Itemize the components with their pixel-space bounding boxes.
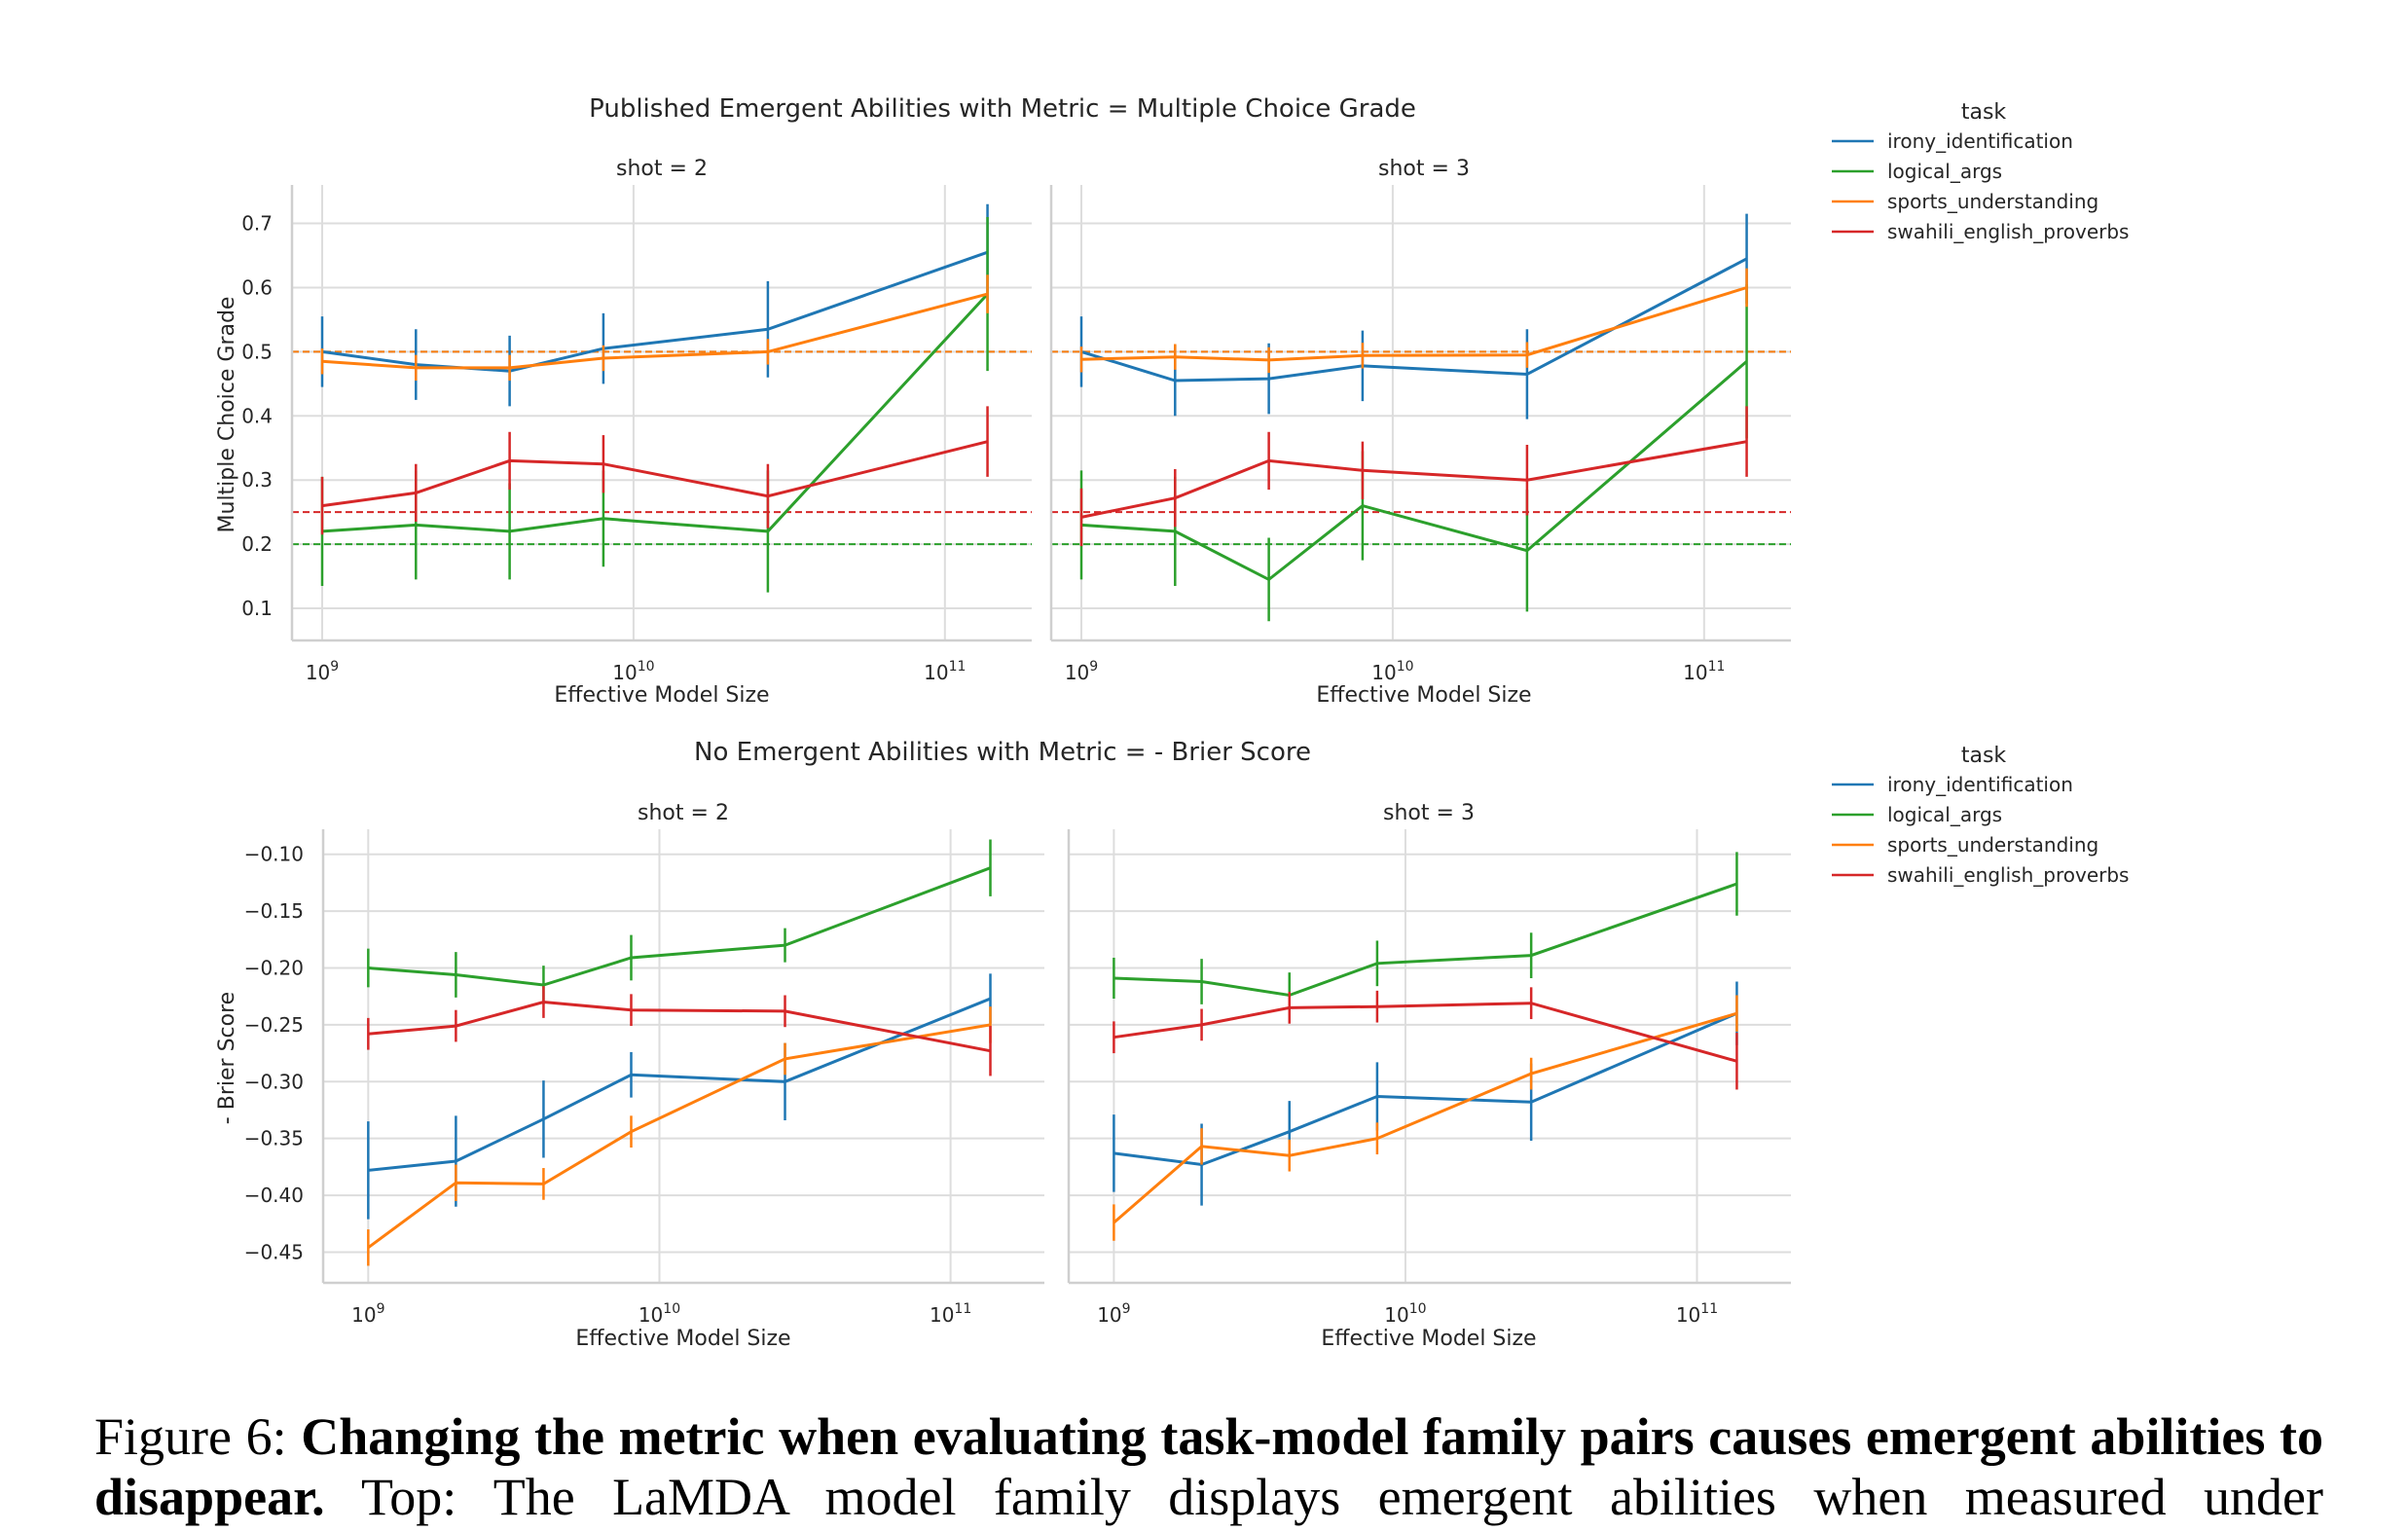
- top-panel1-line-swahili: [321, 440, 988, 508]
- bottom-panel1-xtick-label: 1010: [638, 1301, 680, 1327]
- bottom-panel2-plot: 109 1010 1011: [1067, 829, 1791, 1327]
- figure-caption: Figure 6: Changing the metric when evalu…: [94, 1406, 2323, 1527]
- bottom-panel1-line-logical: [368, 866, 992, 987]
- bottom-panel-shot2-xlabel: Effective Model Size: [575, 1327, 790, 1351]
- bottom-panel1-ytick-label: −0.25: [244, 1013, 304, 1037]
- bottom-panel-shot3-xlabel: Effective Model Size: [1321, 1327, 1536, 1351]
- top-panel1-xtick-label: 109: [306, 659, 339, 684]
- top-panel1-line-logical: [321, 293, 989, 533]
- bottom-panel1-xtick-exponent: 9: [377, 1301, 385, 1317]
- top-legend-label-logical: logical_args: [1887, 160, 2002, 183]
- top-panel-shot3-xlabel: Effective Model Size: [1316, 683, 1531, 708]
- top-chart-title: Published Emergent Abilities with Metric…: [589, 94, 1416, 124]
- bottom-chart-title: No Emergent Abilities with Metric = - Br…: [694, 738, 1311, 767]
- top-panel1-ytick-label: 0.3: [241, 468, 273, 492]
- top-panel1-ytick-label: 0.6: [241, 275, 273, 299]
- caption-label: Figure 6:: [94, 1407, 287, 1466]
- top-panel1-ytick-label: 0.1: [241, 597, 273, 620]
- top-panel1-ytick-label: 0.5: [241, 340, 273, 363]
- bottom-panel2-xtick-label: 109: [1097, 1301, 1130, 1327]
- top-panel1-xtick-label: 1011: [924, 659, 966, 684]
- top-panel2-xtick-label: 1011: [1683, 659, 1725, 684]
- top-panel2-xtick-exponent: 10: [1397, 659, 1414, 675]
- top-panel2-xtick-exponent: 9: [1089, 659, 1098, 675]
- top-legend-label-irony: irony_identification: [1887, 129, 2073, 153]
- bottom-legend-label-irony: irony_identification: [1887, 773, 2073, 796]
- bottom-panel1-ytick-label: −0.20: [244, 956, 304, 979]
- top-panel1-xtick-exponent: 9: [330, 659, 339, 675]
- bottom-panel2-line-logical: [1113, 882, 1737, 998]
- bottom-panel2-xtick-exponent: 9: [1122, 1301, 1131, 1317]
- bottom-panel2-line-swahili: [1113, 1002, 1737, 1063]
- top-panel2-xtick-label: 1010: [1371, 659, 1413, 684]
- bottom-panel-shot2-title: shot = 2: [638, 801, 729, 825]
- top-panel2-plot: 109 1010 1011: [1049, 185, 1791, 684]
- bottom-panel2-xtick-label: 1011: [1676, 1301, 1718, 1327]
- bottom-panel-shot2: shot = 2 Effective Model Size −0.45 −0.40…: [244, 801, 1044, 1351]
- bottom-panel-shot3: shot = 3 Effective Model Size 109 1010 101…: [1067, 801, 1791, 1351]
- top-panel2-line-swahili: [1080, 440, 1747, 519]
- bottom-legend-label-sports: sports_understanding: [1887, 833, 2098, 857]
- bottom-panel1-ytick-label: −0.45: [244, 1240, 304, 1263]
- top-legend-label-sports: sports_understanding: [1887, 190, 2098, 213]
- top-panel1-xtick-exponent: 11: [949, 659, 967, 675]
- top-chart: Published Emergent Abilities with Metric…: [215, 94, 2129, 708]
- bottom-panel1-xtick-label: 109: [351, 1301, 384, 1327]
- bottom-panel2-line-sports: [1113, 1011, 1737, 1224]
- bottom-panel1-ytick-label: −0.15: [244, 899, 304, 923]
- bottom-panel1-xtick-exponent: 11: [954, 1301, 971, 1317]
- top-panel1-ytick-label: 0.2: [241, 532, 273, 556]
- bottom-panel1-xtick-exponent: 10: [663, 1301, 680, 1317]
- bottom-chart: No Emergent Abilities with Metric = - Br…: [215, 738, 2129, 1351]
- bottom-panel1-ytick-label: −0.35: [244, 1127, 304, 1150]
- top-panel2-line-irony: [1080, 257, 1748, 383]
- bottom-panel1-ytick-label: −0.10: [244, 843, 304, 866]
- bottom-panel2-xtick-exponent: 10: [1409, 1301, 1427, 1317]
- bottom-panel2-xtick-exponent: 11: [1700, 1301, 1718, 1317]
- bottom-chart-ylabel: - Brier Score: [215, 992, 239, 1124]
- top-panel2-line-logical: [1080, 360, 1748, 582]
- top-panel1-line-sports: [321, 292, 988, 370]
- top-panel1-line-irony: [321, 250, 989, 373]
- top-panel-shot2: shot = 2 Effective Model Size 0.1 0.2 0.3 0…: [241, 157, 1032, 708]
- top-panel2-line-sports: [1080, 286, 1748, 362]
- bottom-panel1-ytick-label: −0.30: [244, 1070, 304, 1093]
- caption-bold: Changing the metric when evaluating task…: [94, 1407, 2324, 1526]
- top-panel-shot3: shot = 3 Effective Model Size 109 1010 101…: [1049, 157, 1791, 708]
- bottom-panel1-ytick-label: −0.40: [244, 1184, 304, 1207]
- caption-text: Top: The LaMDA model family displays eme…: [361, 1468, 2324, 1526]
- bottom-panel1-plot: −0.45 −0.40 −0.35 −0.30 −0.25 −0.20 −0.15 −0.10…: [244, 829, 1044, 1327]
- top-panel1-xtick-exponent: 10: [638, 659, 655, 675]
- top-panel2-xtick-exponent: 11: [1708, 659, 1726, 675]
- bottom-panel1-xtick-label: 1011: [930, 1301, 971, 1327]
- top-legend-label-swahili: swahili_english_proverbs: [1887, 220, 2129, 243]
- top-panel-shot2-xlabel: Effective Model Size: [554, 683, 769, 708]
- bottom-panel1-line-irony: [368, 997, 992, 1172]
- bottom-panel1-line-swahili: [368, 1000, 991, 1053]
- top-chart-ylabel: Multiple Choice Grade: [215, 297, 239, 533]
- bottom-panel-shot3-title: shot = 3: [1383, 801, 1475, 825]
- top-panel-shot3-title: shot = 3: [1378, 157, 1470, 181]
- top-legend: task irony_identification logical_args s…: [1832, 100, 2129, 243]
- top-panel1-ytick-label: 0.4: [241, 404, 273, 427]
- top-panel2-xtick-label: 109: [1065, 659, 1098, 684]
- figure-6-chart: Published Emergent Abilities with Metric…: [215, 94, 2129, 1351]
- bottom-panel2-line-irony: [1113, 1011, 1737, 1167]
- bottom-panel1-line-sports: [367, 1023, 991, 1250]
- top-panel1-ytick-label: 0.7: [241, 212, 273, 236]
- bottom-legend-label-swahili: swahili_english_proverbs: [1887, 863, 2129, 887]
- bottom-legend-title: task: [1961, 744, 2007, 768]
- bottom-panel2-xtick-label: 1010: [1384, 1301, 1426, 1327]
- top-panel1-xtick-label: 1010: [612, 659, 654, 684]
- top-legend-title: task: [1961, 100, 2007, 125]
- top-panel-shot2-title: shot = 2: [616, 157, 708, 181]
- bottom-legend: task irony_identification logical_args s…: [1832, 744, 2129, 887]
- bottom-legend-label-logical: logical_args: [1887, 803, 2002, 826]
